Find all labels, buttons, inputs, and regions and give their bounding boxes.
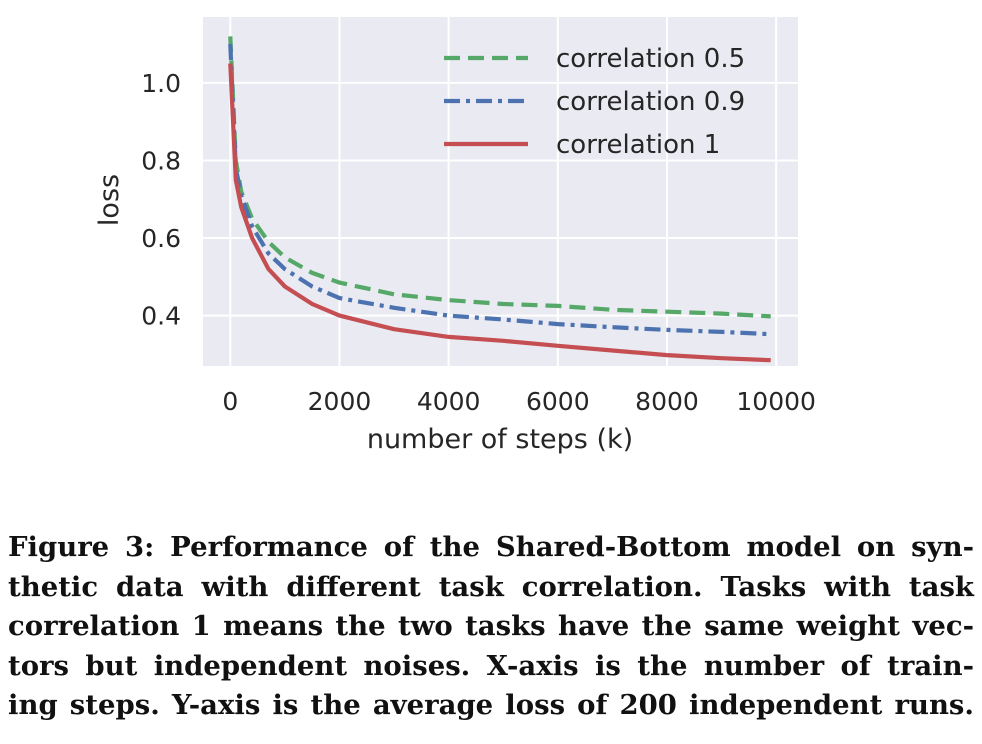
- grid: [203, 17, 798, 366]
- legend-label-2: correlation 0.9: [556, 87, 745, 117]
- y-tick-label: 1.0: [141, 69, 181, 98]
- legend-label-3: correlation 1: [556, 130, 720, 160]
- series-line-3: [228, 63, 771, 363]
- x-tick-label: 4000: [417, 387, 481, 416]
- y-tick-label: 0.8: [141, 146, 181, 175]
- x-tick-label: 2000: [308, 387, 372, 416]
- caption-line-1: Figure 3: Performance of the Shared-Bott…: [8, 531, 974, 563]
- y-axis-label: loss: [94, 174, 125, 226]
- tick-labels: 0 2000 4000 6000 8000 10000 0.4 0.6 0.8 1.0: [141, 69, 816, 416]
- series-line-2: [228, 44, 771, 337]
- legend-label-1: correlation 0.5: [556, 44, 745, 74]
- caption-line-4: tors but independent noises. X-axis is t…: [8, 649, 974, 682]
- y-tick-label: 0.4: [141, 302, 181, 331]
- y-tick-label: 0.6: [141, 224, 181, 253]
- series-lines: [228, 36, 771, 363]
- figure-caption: Figure 3: Performance of the Shared-Bott…: [8, 528, 974, 726]
- x-tick-label: 10000: [736, 387, 816, 416]
- x-tick-label: 8000: [635, 387, 699, 416]
- line-chart: 0 2000 4000 6000 8000 10000 0.4 0.6 0.8 1.0 numbe…: [94, 17, 816, 455]
- plot-area: [203, 17, 798, 366]
- caption-line-3: correlation 1 means the two tasks have t…: [8, 610, 974, 642]
- x-axis-label: number of steps (k): [367, 424, 633, 455]
- caption-line-5: ing steps. Y-axis is the average loss of…: [8, 689, 974, 721]
- x-tick-label: 6000: [526, 387, 590, 416]
- caption-line-2: thetic data with different task correlat…: [8, 570, 974, 603]
- legend: correlation 0.5 correlation 0.9 correlatio…: [444, 44, 745, 160]
- x-tick-label: 0: [222, 387, 238, 416]
